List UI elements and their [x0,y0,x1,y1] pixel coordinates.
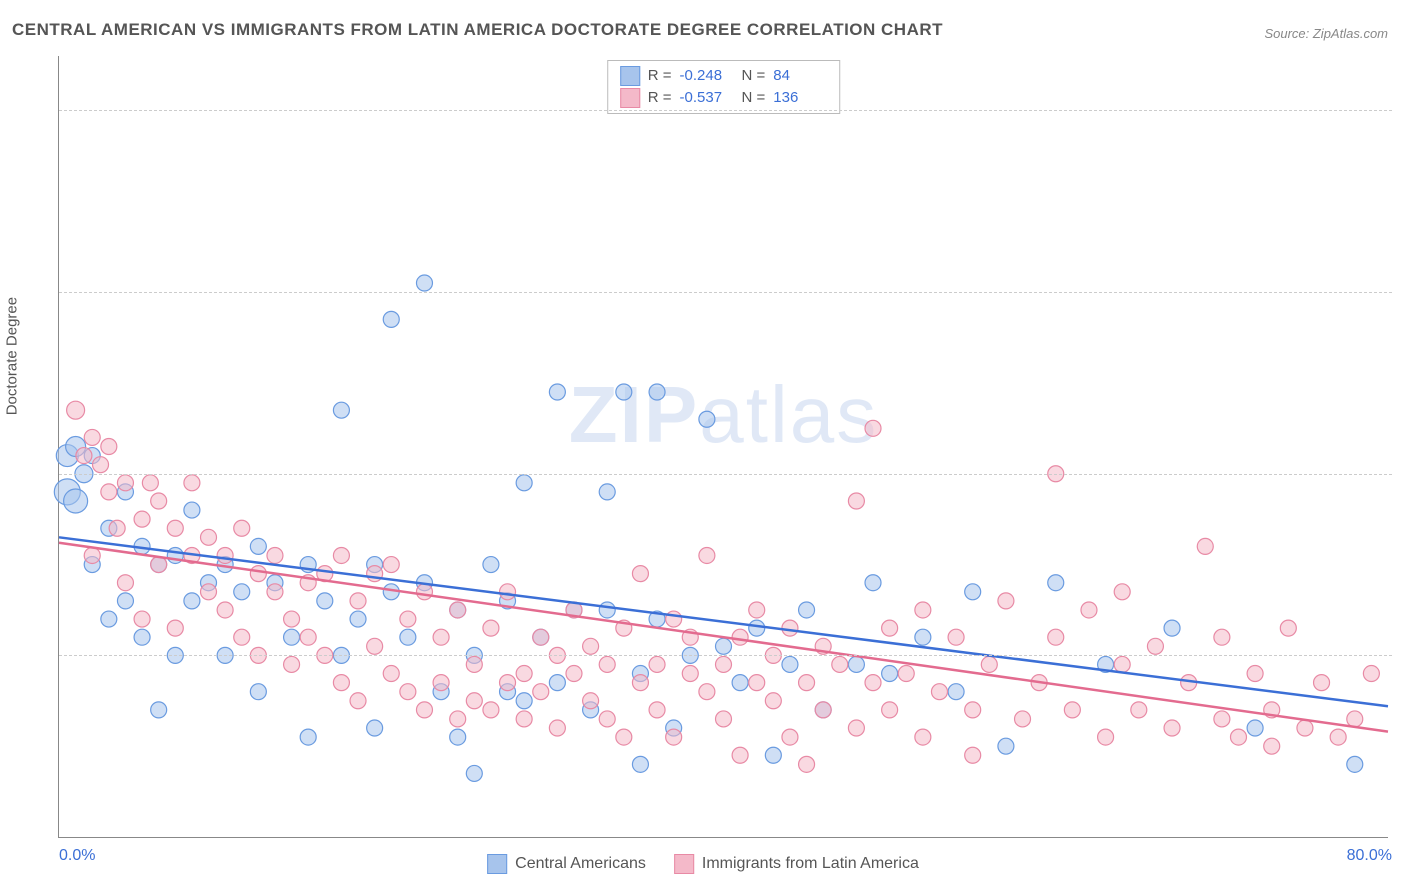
legend-label-0: Central Americans [515,855,646,873]
x-tick-left: 0.0% [59,847,95,865]
gridline [59,110,1392,111]
legend-swatch-1 [674,854,694,874]
r-value-1: -0.537 [680,87,734,109]
r-value-0: -0.248 [680,65,734,87]
stats-row-0: R = -0.248 N = 84 [620,65,828,87]
y-tick-label: 2.0% [1396,465,1406,483]
n-value-1: 136 [773,87,827,109]
r-label: R = [648,87,672,109]
trend-lines-layer [59,56,1388,837]
stats-swatch-1 [620,88,640,108]
bottom-legend: Central Americans Immigrants from Latin … [487,854,919,874]
plot-area: ZIPatlas R = -0.248 N = 84 R = -0.537 N … [58,56,1388,838]
legend-swatch-0 [487,854,507,874]
y-tick-label: 3.0% [1396,283,1406,301]
r-label: R = [648,65,672,87]
stats-row-1: R = -0.537 N = 136 [620,87,828,109]
legend-label-1: Immigrants from Latin America [702,855,919,873]
trend-line [59,543,1388,732]
chart-title: CENTRAL AMERICAN VS IMMIGRANTS FROM LATI… [12,20,943,40]
y-tick-label: 1.0% [1396,646,1406,664]
stats-legend: R = -0.248 N = 84 R = -0.537 N = 136 [607,60,841,114]
y-tick-label: 4.0% [1396,101,1406,119]
gridline [59,655,1392,656]
n-value-0: 84 [773,65,827,87]
trend-line [59,537,1388,706]
y-axis-label: Doctorate Degree [4,297,21,415]
chart-container: Doctorate Degree ZIPatlas R = -0.248 N =… [14,52,1392,880]
n-label: N = [742,87,766,109]
legend-item-0: Central Americans [487,854,646,874]
x-tick-right: 80.0% [1347,847,1392,865]
n-label: N = [742,65,766,87]
legend-item-1: Immigrants from Latin America [674,854,919,874]
stats-swatch-0 [620,66,640,86]
gridline [59,292,1392,293]
gridline [59,474,1392,475]
source-attribution: Source: ZipAtlas.com [1264,26,1388,41]
